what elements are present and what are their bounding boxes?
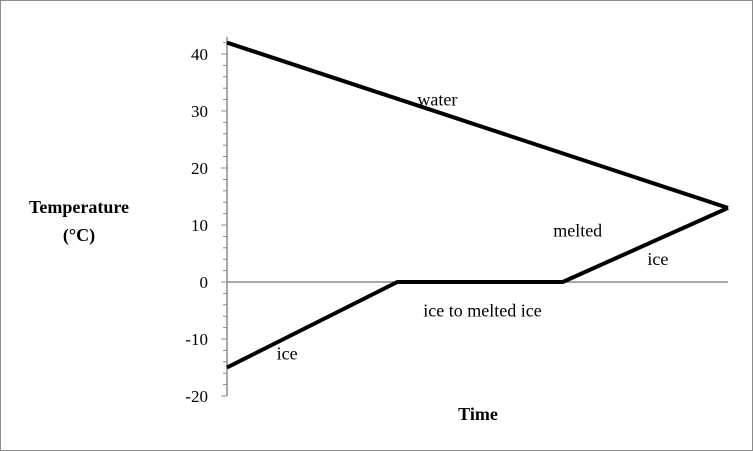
y-tick-label: -10 bbox=[185, 330, 208, 349]
annotations: water melted ice ice to melted ice ice bbox=[277, 90, 669, 364]
y-axis-tick-labels: -20 -10 0 10 20 30 40 bbox=[185, 45, 208, 406]
annotation-label: ice bbox=[647, 249, 668, 269]
series-line-2 bbox=[226, 206, 729, 370]
y-axis-title-line-2: (°C) bbox=[63, 225, 95, 246]
y-axis-ticks bbox=[221, 42, 227, 397]
y-tick-label: -20 bbox=[185, 387, 208, 406]
y-axis-title-line-1: Temperature bbox=[29, 197, 129, 217]
y-tick-label: 20 bbox=[191, 159, 208, 178]
x-axis-title: Time bbox=[458, 404, 498, 424]
y-tick-label: 10 bbox=[191, 216, 208, 235]
series-line-1 bbox=[226, 40, 729, 210]
annotation-label: water bbox=[417, 90, 457, 110]
y-tick-label: 30 bbox=[191, 102, 208, 121]
annotation-label: melted bbox=[553, 221, 602, 241]
series-lines bbox=[226, 40, 729, 370]
annotation-label: ice bbox=[277, 343, 298, 363]
annotation-label: ice to melted ice bbox=[423, 301, 541, 321]
y-tick-label: 40 bbox=[191, 45, 208, 64]
y-tick-label: 0 bbox=[200, 273, 209, 292]
